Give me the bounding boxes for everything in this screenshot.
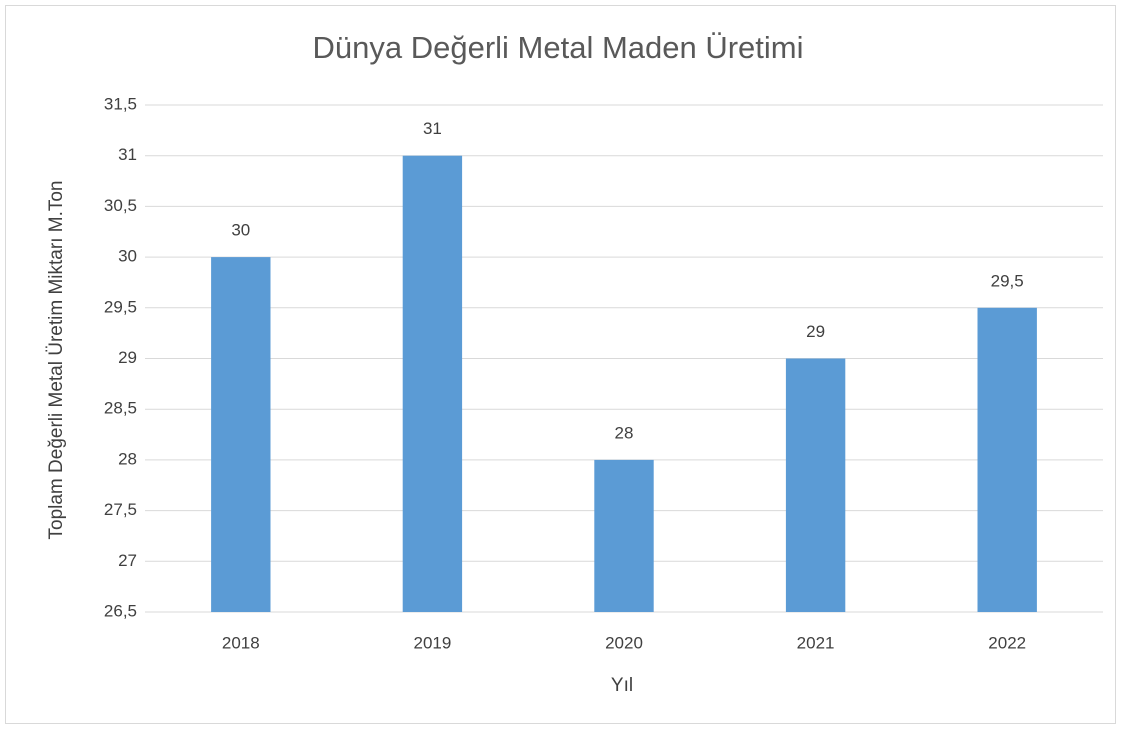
data-label: 29 <box>806 322 825 341</box>
y-tick-label: 30,5 <box>104 196 137 215</box>
y-tick-label: 29 <box>118 348 137 367</box>
chart-border <box>5 5 1116 724</box>
y-tick-label: 28,5 <box>104 399 137 418</box>
chart-title: Dünya Değerli Metal Maden Üretimi <box>312 30 803 65</box>
y-tick-label: 26,5 <box>104 601 137 620</box>
y-tick-label: 30 <box>118 247 137 266</box>
x-tick-label: 2018 <box>222 633 260 652</box>
x-axis-title: Yıl <box>611 675 633 696</box>
y-tick-label: 27,5 <box>104 500 137 519</box>
y-axis-title: Toplam Değerli Metal Üretim Miktarı M.To… <box>46 181 67 540</box>
bar <box>977 307 1037 612</box>
bar <box>594 459 654 612</box>
data-label: 29,5 <box>991 271 1024 290</box>
data-label: 28 <box>615 423 634 442</box>
bar <box>402 155 463 612</box>
y-tick-label: 28 <box>118 449 137 468</box>
y-tick-label: 31,5 <box>104 94 137 113</box>
data-label: 30 <box>231 221 250 240</box>
y-tick-label: 31 <box>118 145 137 164</box>
bar <box>211 257 271 612</box>
bar <box>785 358 846 612</box>
data-label: 31 <box>423 119 442 138</box>
x-tick-label: 2022 <box>988 633 1026 652</box>
x-tick-label: 2020 <box>605 633 643 652</box>
x-tick-label: 2019 <box>413 633 451 652</box>
x-tick-label: 2021 <box>797 633 835 652</box>
y-tick-label: 27 <box>118 551 137 570</box>
y-tick-label: 29,5 <box>104 297 137 316</box>
